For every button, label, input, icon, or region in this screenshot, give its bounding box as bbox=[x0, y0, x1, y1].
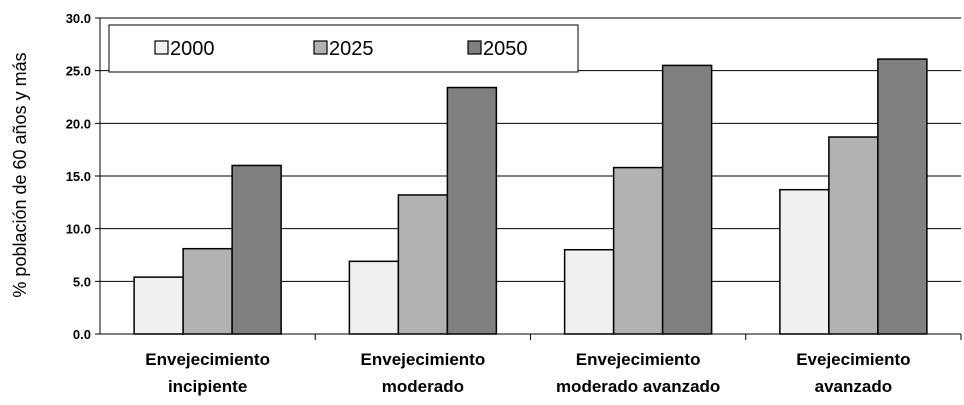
bar-2000-2 bbox=[348, 260, 400, 335]
category-label: Envejecimiento bbox=[145, 350, 270, 369]
legend-label-2025: 2025 bbox=[329, 38, 374, 60]
legend: 2000 2025 2050 bbox=[108, 24, 579, 73]
category-label: Envejecimiento bbox=[361, 350, 486, 369]
category-label: Envejecimiento bbox=[576, 350, 701, 369]
legend-label-2000: 2000 bbox=[170, 38, 215, 60]
y-tick-label: 20.0 bbox=[66, 116, 91, 131]
category-label: moderado bbox=[382, 377, 464, 396]
y-tick-label: 15.0 bbox=[66, 169, 91, 184]
category-label: incipiente bbox=[168, 377, 247, 396]
y-axis-title: % población de 60 años y más bbox=[10, 52, 30, 297]
bar-2000-3 bbox=[563, 248, 615, 335]
legend-label-2050: 2050 bbox=[483, 38, 528, 60]
legend-swatch-2025 bbox=[313, 40, 328, 55]
legend-swatch-2050 bbox=[467, 40, 482, 55]
y-tick-labels: 0.0 5.0 10.0 15.0 20.0 25.0 30.0 bbox=[66, 11, 91, 342]
bar-2025-3 bbox=[612, 166, 664, 335]
y-tick-label: 5.0 bbox=[73, 274, 91, 289]
bar-2050-2 bbox=[446, 86, 498, 335]
bar-2050-3 bbox=[661, 64, 713, 335]
bars bbox=[133, 58, 928, 335]
bar-2050-4 bbox=[877, 58, 928, 335]
bar-2025-1 bbox=[182, 247, 233, 335]
bar-2025-2 bbox=[397, 194, 449, 335]
bar-2000-1 bbox=[133, 276, 184, 335]
legend-swatch-2000 bbox=[154, 40, 169, 55]
bar-2025-4 bbox=[828, 136, 879, 335]
category-labels: Envejecimiento incipiente Envejecimiento mo… bbox=[145, 350, 910, 396]
category-label: moderado avanzado bbox=[556, 377, 720, 396]
y-tick-label: 25.0 bbox=[66, 64, 91, 79]
y-tick-label: 0.0 bbox=[73, 327, 91, 342]
category-label: avanzado bbox=[815, 377, 892, 396]
y-tick-label: 10.0 bbox=[66, 222, 91, 237]
bar-2000-4 bbox=[779, 188, 830, 335]
bar-2050-1 bbox=[231, 164, 282, 335]
axes bbox=[95, 17, 962, 340]
y-tick-label: 30.0 bbox=[66, 11, 91, 26]
category-label: Evejecimiento bbox=[796, 350, 910, 369]
legend-box bbox=[108, 24, 579, 73]
